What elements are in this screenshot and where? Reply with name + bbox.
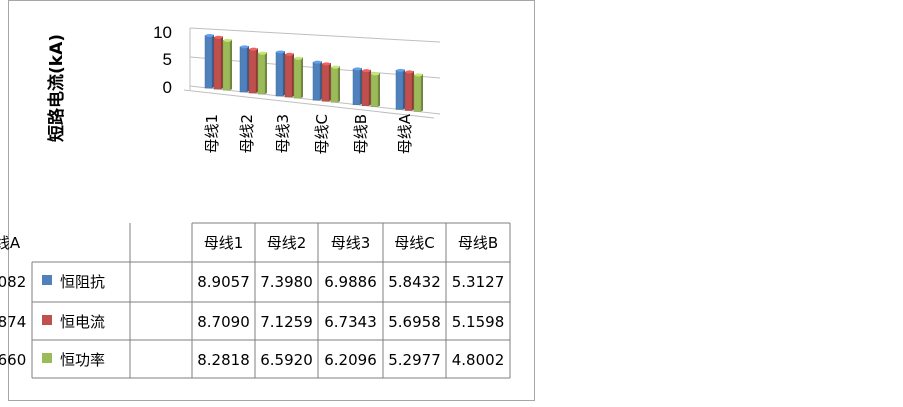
bar bbox=[321, 63, 330, 102]
y-tick-label: 5 bbox=[163, 50, 172, 69]
bar-top bbox=[405, 70, 414, 74]
bar-side bbox=[369, 69, 371, 106]
legend-key bbox=[42, 275, 52, 285]
table-value-cell: 5.1660 bbox=[0, 351, 26, 369]
y-tick-label: 0 bbox=[163, 78, 172, 97]
bar-side bbox=[412, 70, 414, 111]
y-tick-label: 10 bbox=[153, 23, 172, 42]
bar-side bbox=[360, 67, 362, 105]
bar bbox=[413, 74, 422, 112]
legend-key bbox=[42, 353, 52, 363]
bar bbox=[312, 61, 321, 101]
table-value-cell: 5.1598 bbox=[452, 313, 505, 331]
x-category-label: 母线C bbox=[313, 114, 331, 154]
gridline bbox=[189, 27, 441, 43]
x-category-label: 母线B bbox=[352, 114, 370, 154]
x-category-label: 母线2 bbox=[238, 114, 256, 154]
bar-side bbox=[265, 52, 267, 95]
table-value-cell: 5.2977 bbox=[388, 351, 441, 369]
bar-side bbox=[403, 69, 405, 110]
bar-top bbox=[322, 62, 331, 66]
bar-side bbox=[421, 73, 423, 112]
table-header-cell: 母线B bbox=[458, 234, 498, 252]
x-category-label: 母线A bbox=[396, 113, 414, 154]
bar bbox=[239, 46, 248, 93]
bar bbox=[284, 54, 293, 98]
bar bbox=[204, 35, 213, 89]
bar-side bbox=[320, 61, 322, 101]
bar-top bbox=[276, 50, 285, 54]
bar-side bbox=[329, 62, 331, 102]
bar-top bbox=[285, 52, 294, 56]
bar-side bbox=[256, 48, 258, 93]
table-value-cell: 6.7343 bbox=[324, 313, 377, 331]
bar bbox=[213, 36, 222, 90]
bar-top bbox=[294, 56, 303, 60]
y-axis-label: 短路电流(kA) bbox=[46, 34, 67, 142]
bar-top bbox=[258, 51, 267, 55]
table-header-cell: 母线2 bbox=[267, 234, 307, 252]
table-value-cell: 6.5920 bbox=[260, 351, 313, 369]
bar-side bbox=[230, 39, 232, 91]
table-value-cell: 7.1259 bbox=[260, 313, 313, 331]
x-category-label: 母线1 bbox=[203, 114, 221, 154]
table-value-cell: 5.6082 bbox=[0, 273, 26, 291]
bar-top bbox=[371, 72, 380, 76]
bar-side bbox=[283, 50, 285, 97]
x-category-label: 母线3 bbox=[274, 114, 292, 154]
bar-side bbox=[378, 72, 380, 107]
table-header-cell: 母线A bbox=[0, 234, 21, 252]
bar bbox=[361, 70, 370, 106]
bar-side bbox=[301, 57, 303, 99]
table-value-cell: 5.3127 bbox=[452, 273, 505, 291]
table-value-cell: 8.9057 bbox=[197, 273, 250, 291]
table-value-cell: 7.3980 bbox=[260, 273, 313, 291]
legend-series-name: 恒电流 bbox=[60, 313, 105, 331]
chart-frame bbox=[8, 0, 535, 401]
bar bbox=[248, 48, 257, 94]
table-header-cell: 母线1 bbox=[204, 234, 244, 252]
table-value-cell: 8.7090 bbox=[197, 313, 250, 331]
bar bbox=[352, 68, 361, 105]
bar-top bbox=[414, 73, 423, 77]
bar-top bbox=[331, 65, 340, 69]
table-value-cell: 5.6958 bbox=[388, 313, 441, 331]
bar-side bbox=[338, 66, 340, 103]
legend-series-name: 恒阻抗 bbox=[60, 273, 105, 291]
table-value-cell: 5.4874 bbox=[0, 313, 26, 331]
bar-top bbox=[362, 69, 371, 73]
bar-side bbox=[247, 45, 249, 92]
bar-side bbox=[292, 53, 294, 98]
bar bbox=[293, 58, 302, 99]
bar bbox=[330, 66, 339, 103]
bar-top bbox=[223, 38, 232, 42]
legend-series-name: 恒功率 bbox=[60, 351, 105, 369]
bar-top bbox=[313, 60, 322, 64]
table-header-cell: 母线C bbox=[394, 234, 434, 252]
bar bbox=[404, 71, 413, 111]
bar bbox=[222, 40, 231, 91]
bar-side bbox=[221, 36, 223, 90]
bar-top bbox=[396, 68, 405, 72]
bar bbox=[275, 51, 284, 97]
bar-top bbox=[249, 47, 258, 51]
table-value-cell: 8.2818 bbox=[197, 351, 250, 369]
table-header-cell: 母线3 bbox=[331, 234, 371, 252]
bar-top bbox=[214, 35, 223, 39]
bar-top bbox=[240, 45, 249, 49]
table-value-cell: 6.2096 bbox=[324, 351, 377, 369]
x-axis-floor-line bbox=[183, 89, 435, 119]
table-value-cell: 5.8432 bbox=[388, 273, 441, 291]
bar-side bbox=[212, 34, 214, 89]
bar bbox=[257, 52, 266, 95]
bar-top bbox=[353, 67, 362, 71]
bar-top bbox=[205, 33, 214, 37]
table-value-cell: 4.8002 bbox=[452, 351, 505, 369]
table-value-cell: 6.9886 bbox=[324, 273, 377, 291]
legend-key bbox=[42, 315, 52, 325]
bar bbox=[370, 73, 379, 107]
bar bbox=[395, 70, 404, 110]
